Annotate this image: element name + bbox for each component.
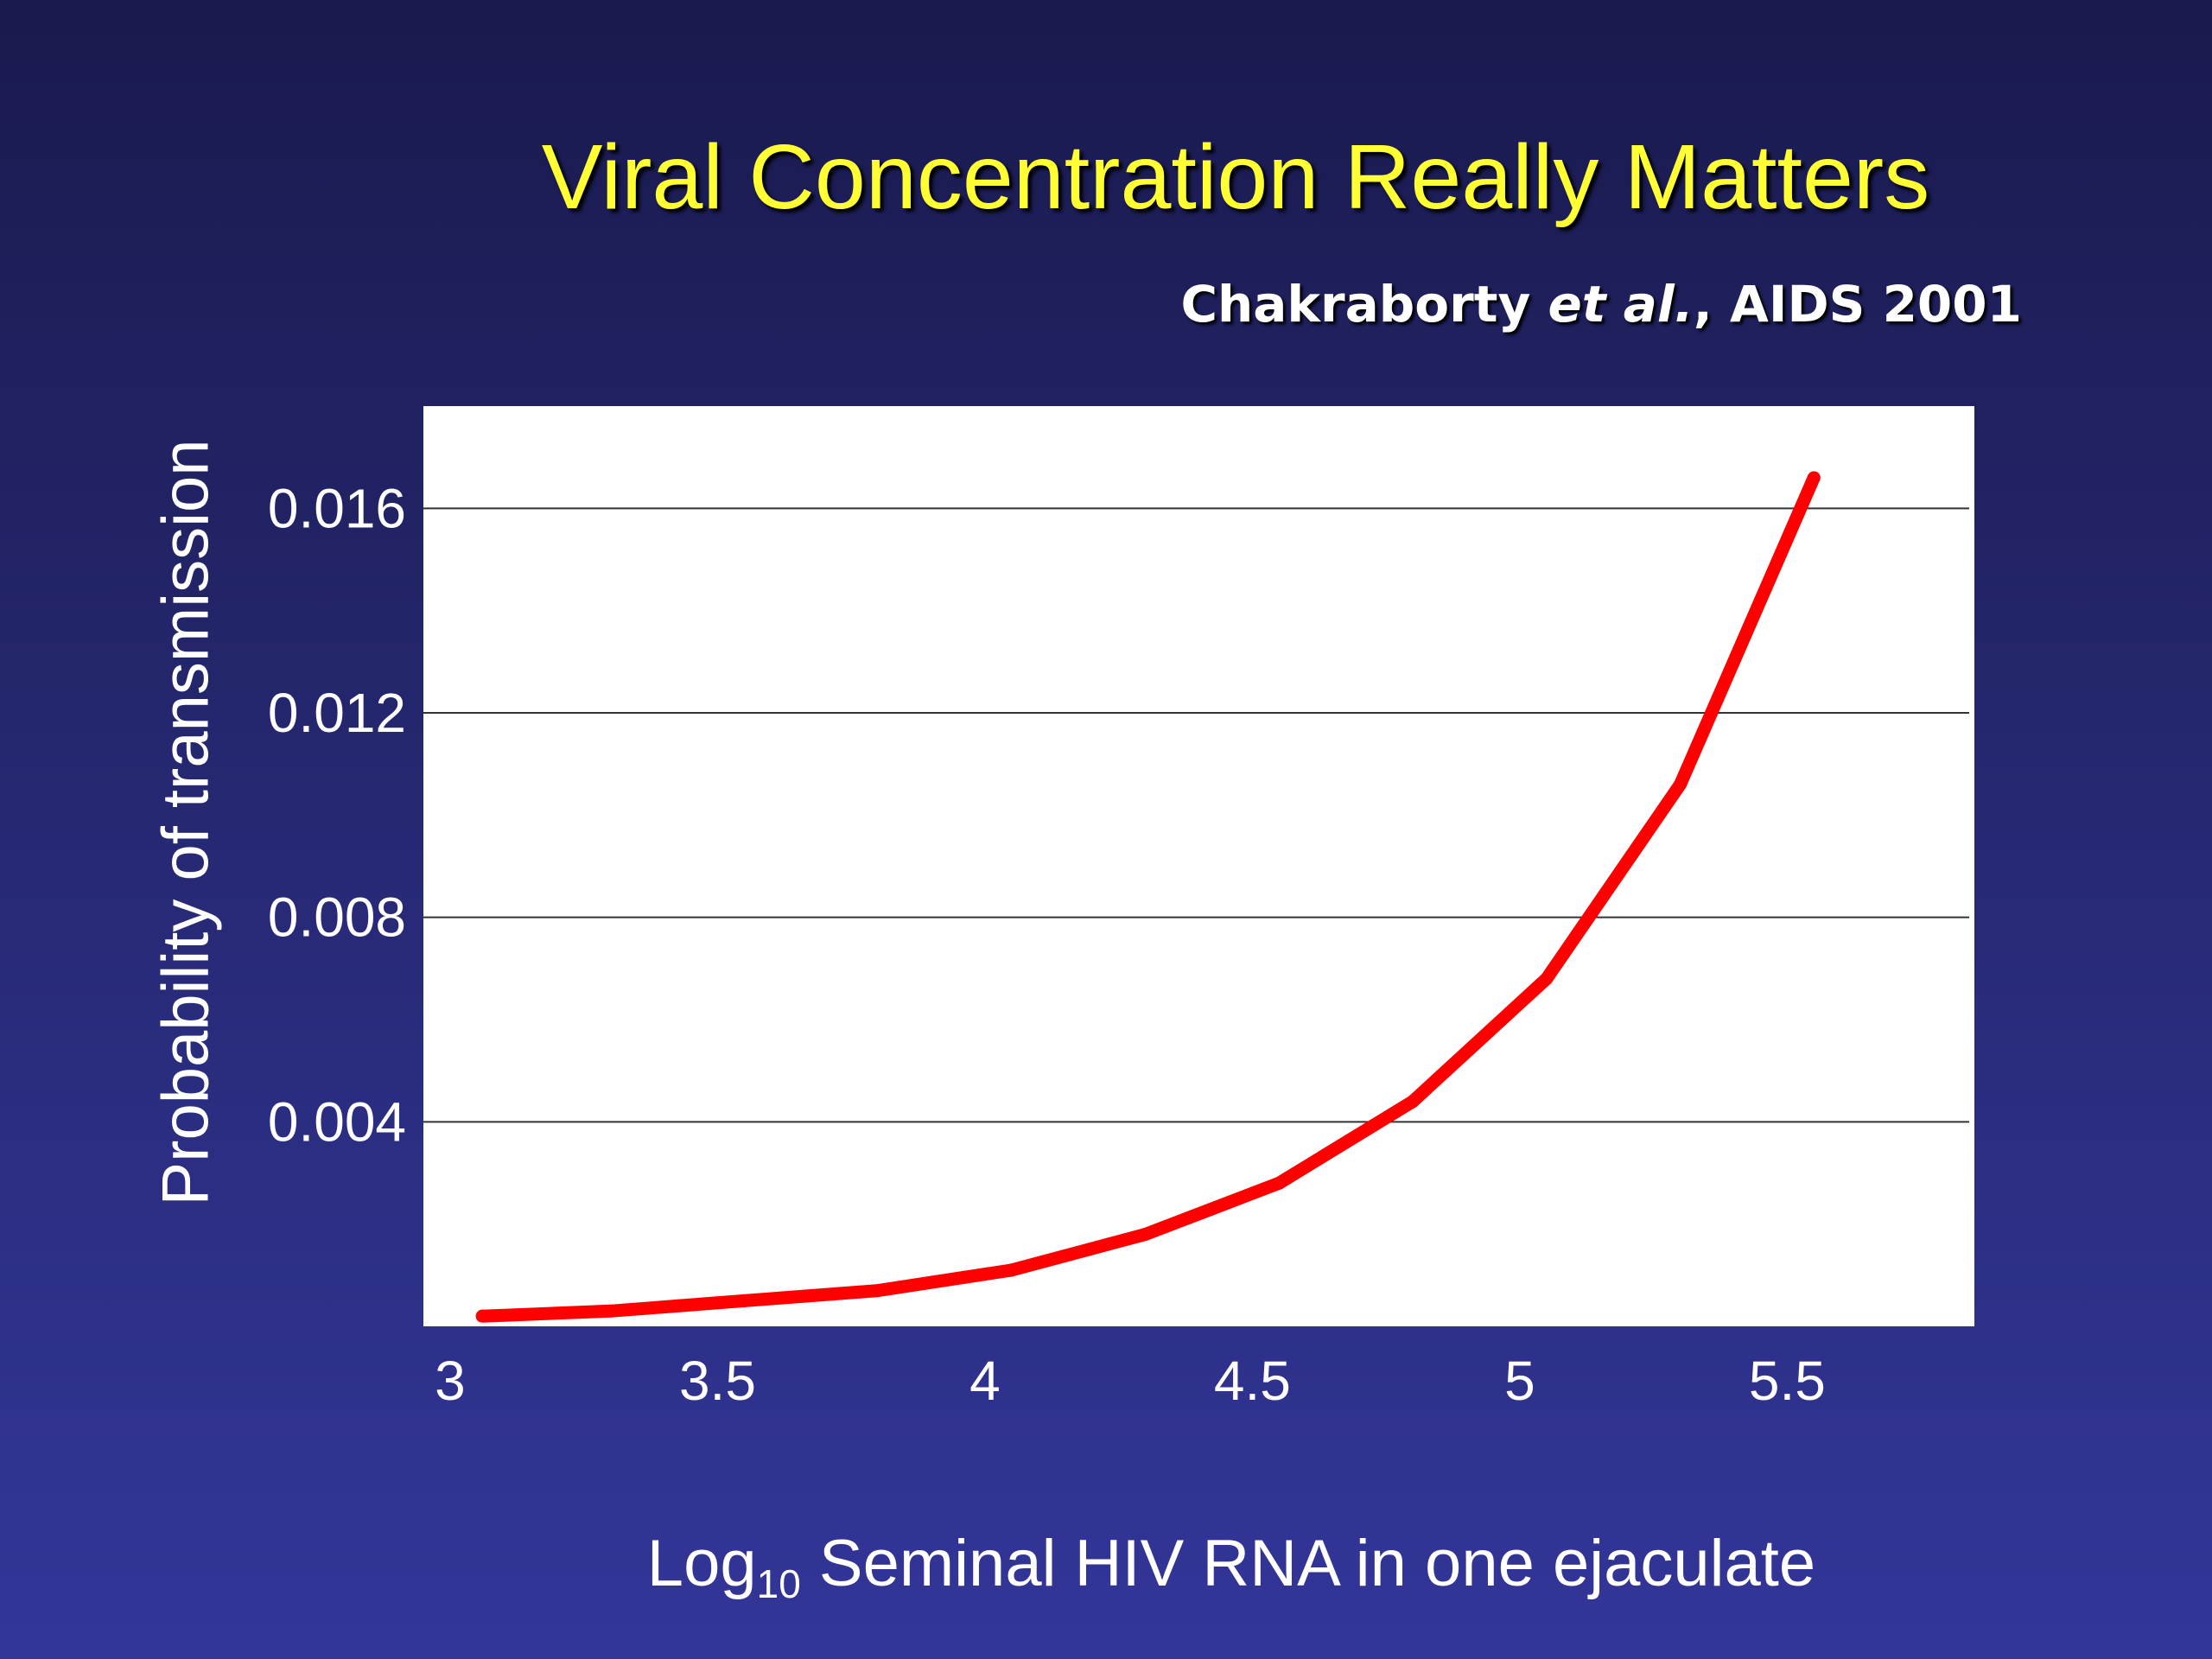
data-point: [737, 1294, 751, 1307]
x-axis-label-log: Log: [646, 1527, 757, 1600]
x-tick-labels: 3 3.5 4 4.5 5 5.5: [435, 1350, 1826, 1412]
data-point: [475, 1309, 489, 1323]
data-point: [1406, 1095, 1420, 1109]
x-axis-label-rest: Seminal HIV RNA in one ejaculate: [800, 1527, 1816, 1600]
data-point: [1674, 778, 1688, 791]
slide-title: Viral Concentration Really Matters: [541, 126, 1930, 228]
x-tick-label: 5.5: [1749, 1350, 1826, 1412]
x-tick-label: 4: [969, 1350, 1001, 1412]
citation: Chakraborty et al., AIDS 2001: [1180, 275, 2022, 334]
x-tick-label: 5: [1504, 1350, 1535, 1412]
x-axis-label-subscript: 10: [756, 1561, 801, 1606]
x-axis-label: Log10 Seminal HIV RNA in one ejaculate: [647, 1526, 1815, 1607]
series-layer: [475, 471, 1821, 1323]
y-tick-labels: 0.004 0.008 0.012 0.016: [268, 477, 406, 1153]
y-tick-label: 0.008: [268, 887, 406, 949]
data-point: [871, 1284, 885, 1298]
x-tick-label: 4.5: [1214, 1350, 1291, 1412]
citation-et-al: et al.: [1548, 275, 1694, 334]
data-point: [1272, 1176, 1286, 1190]
x-tick-label: 3: [435, 1350, 466, 1412]
y-tick-label: 0.012: [268, 682, 406, 744]
x-tick-label: 3.5: [679, 1350, 756, 1412]
citation-journal: , AIDS 2001: [1693, 275, 2022, 334]
data-point: [1139, 1228, 1153, 1241]
y-axis-label: Probability of transmission: [149, 439, 223, 1206]
data-point: [1005, 1263, 1019, 1277]
plot-area: [423, 406, 1974, 1326]
y-tick-label: 0.004: [268, 1090, 406, 1153]
citation-author: Chakraborty: [1180, 275, 1548, 334]
y-tick-label: 0.016: [268, 477, 406, 539]
data-point: [1807, 471, 1821, 485]
data-point: [604, 1304, 618, 1318]
data-point: [1540, 972, 1554, 986]
